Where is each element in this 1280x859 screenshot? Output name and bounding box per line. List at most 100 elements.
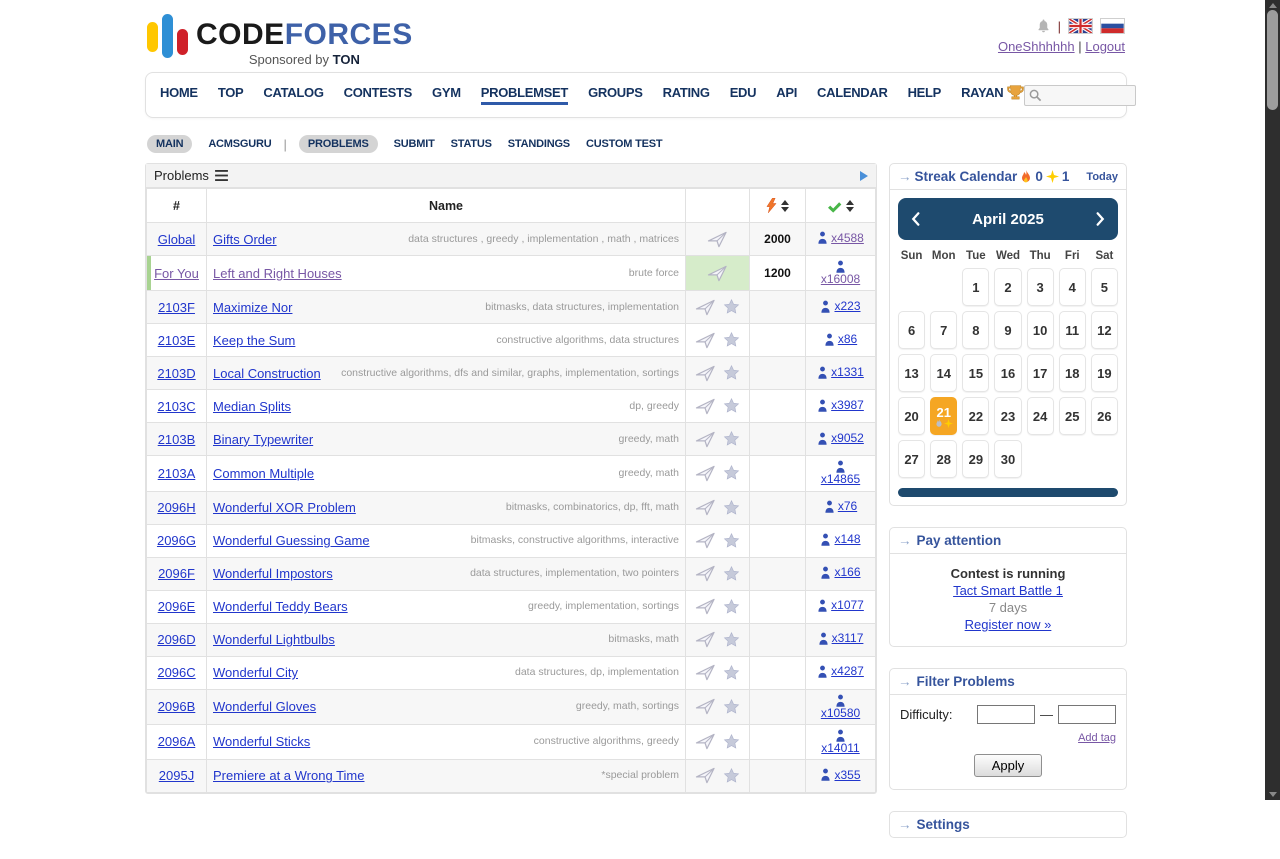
username-link[interactable]: OneShhhhhh <box>997 39 1075 54</box>
calendar-day-19[interactable]: 19 <box>1090 354 1118 392</box>
column-solved[interactable] <box>805 187 876 224</box>
star-icon[interactable] <box>723 767 740 784</box>
star-icon[interactable] <box>723 698 740 715</box>
column-id[interactable]: # <box>146 187 207 224</box>
nav-item-catalog[interactable]: CATALOG <box>263 85 324 100</box>
problem-id-link[interactable]: 2096H <box>157 500 196 516</box>
star-icon[interactable] <box>723 332 740 348</box>
nav-item-contests[interactable]: CONTESTS <box>343 85 413 100</box>
ru-flag-icon[interactable] <box>1100 18 1125 34</box>
calendar-day-10[interactable]: 10 <box>1026 311 1054 349</box>
register-link[interactable]: Register now » <box>964 617 1052 632</box>
solved-count-link[interactable]: x3987 <box>817 398 864 412</box>
subnav-item-custom-test[interactable]: CUSTOM TEST <box>585 138 663 150</box>
search-input[interactable] <box>1045 87 1132 103</box>
problem-name-link[interactable]: Wonderful City <box>213 665 299 681</box>
star-icon[interactable] <box>723 465 740 481</box>
problem-name-link[interactable]: Wonderful Guessing Game <box>213 533 370 549</box>
problem-id-link[interactable]: 2103A <box>157 465 196 481</box>
problem-name-link[interactable]: Wonderful Impostors <box>213 566 333 582</box>
problem-name-link[interactable]: Wonderful Teddy Bears <box>213 599 348 615</box>
calendar-day-8[interactable]: 8 <box>962 311 990 349</box>
browser-scrollbar[interactable] <box>1265 0 1280 800</box>
problem-id-link[interactable]: 2096F <box>158 566 195 582</box>
solved-count-link[interactable]: x86 <box>824 332 857 346</box>
solved-count-link[interactable]: x10580 <box>821 694 860 720</box>
solved-count-link[interactable]: x355 <box>820 768 861 782</box>
star-icon[interactable] <box>723 499 740 516</box>
problem-name-link[interactable]: Wonderful XOR Problem <box>213 500 356 516</box>
apply-button[interactable]: Apply <box>973 754 1043 777</box>
paper-plane-icon[interactable] <box>695 430 716 449</box>
subnav-item-standings[interactable]: STANDINGS <box>507 138 570 150</box>
prev-month-icon[interactable] <box>911 212 920 226</box>
nav-item-problemset[interactable]: PROBLEMSET <box>480 85 568 105</box>
problem-name-link[interactable]: Wonderful Gloves <box>213 699 317 715</box>
paper-plane-icon[interactable] <box>695 397 716 416</box>
problem-id-link[interactable]: For You <box>154 265 199 281</box>
paper-plane-icon[interactable] <box>695 732 716 751</box>
problem-id-link[interactable]: 2103C <box>157 398 196 414</box>
difficulty-max-input[interactable] <box>1058 705 1116 724</box>
star-icon[interactable] <box>723 631 740 648</box>
calendar-day-23[interactable]: 23 <box>994 397 1022 435</box>
subnav-item-main[interactable]: MAIN <box>147 135 193 153</box>
nav-item-groups[interactable]: GROUPS <box>588 85 643 100</box>
nav-item-edu[interactable]: EDU <box>729 85 757 100</box>
nav-item-home[interactable]: HOME <box>160 85 198 100</box>
scrollbar-thumb[interactable] <box>1267 10 1278 110</box>
calendar-day-28[interactable]: 28 <box>930 440 958 478</box>
calendar-day-15[interactable]: 15 <box>962 354 990 392</box>
paper-plane-icon[interactable] <box>695 464 716 483</box>
problem-name-link[interactable]: Wonderful Sticks <box>213 734 311 750</box>
star-icon[interactable] <box>723 532 740 549</box>
problem-id-link[interactable]: 2096B <box>157 699 196 715</box>
problem-id-link[interactable]: 2095J <box>158 768 195 784</box>
bell-icon[interactable] <box>1036 18 1051 34</box>
calendar-day-9[interactable]: 9 <box>994 311 1022 349</box>
sort-difficulty-icon[interactable] <box>781 199 789 212</box>
paper-plane-icon[interactable] <box>695 331 716 350</box>
nav-item-rayan[interactable]: RAYAN <box>961 84 1025 106</box>
problem-name-link[interactable]: Binary Typewriter <box>213 431 314 447</box>
star-icon[interactable] <box>723 664 740 681</box>
scroll-down-icon[interactable] <box>1269 792 1277 797</box>
subnav-item-submit[interactable]: SUBMIT <box>393 138 435 150</box>
problem-id-link[interactable]: 2096G <box>156 533 197 549</box>
star-icon[interactable] <box>723 733 740 750</box>
calendar-day-5[interactable]: 5 <box>1090 268 1118 306</box>
star-icon[interactable] <box>723 299 740 315</box>
problem-name-link[interactable]: Maximize Nor <box>213 299 293 315</box>
problem-name-link[interactable]: Median Splits <box>213 398 292 414</box>
calendar-day-30[interactable]: 30 <box>994 440 1022 478</box>
star-icon[interactable] <box>723 431 740 447</box>
calendar-day-20[interactable]: 20 <box>898 397 926 435</box>
paper-plane-icon[interactable] <box>695 597 716 616</box>
calendar-day-27[interactable]: 27 <box>898 440 926 478</box>
problem-name-link[interactable]: Gifts Order <box>213 231 277 247</box>
subnav-item-problems[interactable]: PROBLEMS <box>298 135 378 153</box>
problem-id-link[interactable]: Global <box>157 231 196 247</box>
solved-count-link[interactable]: x16008 <box>821 260 860 286</box>
nav-item-api[interactable]: API <box>776 85 798 100</box>
logout-link[interactable]: Logout <box>1085 39 1125 54</box>
codeforces-logo[interactable]: CODEFORCES Sponsored by TON <box>147 14 413 66</box>
nav-item-gym[interactable]: GYM <box>432 85 461 100</box>
contest-link[interactable]: Tact Smart Battle 1 <box>953 583 1063 598</box>
calendar-day-11[interactable]: 11 <box>1058 311 1086 349</box>
paper-plane-icon[interactable] <box>695 663 716 682</box>
paper-plane-icon[interactable] <box>707 264 728 283</box>
calendar-day-4[interactable]: 4 <box>1058 268 1086 306</box>
subnav-item-status[interactable]: STATUS <box>450 138 492 150</box>
calendar-day-1[interactable]: 1 <box>962 268 990 306</box>
calendar-day-13[interactable]: 13 <box>898 354 926 392</box>
problem-name-link[interactable]: Common Multiple <box>213 465 315 481</box>
nav-item-calendar[interactable]: CALENDAR <box>817 85 888 100</box>
solved-count-link[interactable]: x1077 <box>817 598 864 612</box>
problem-id-link[interactable]: 2103E <box>157 332 196 348</box>
uk-flag-icon[interactable] <box>1068 18 1093 34</box>
problem-name-link[interactable]: Wonderful Lightbulbs <box>213 632 335 648</box>
problem-name-link[interactable]: Keep the Sum <box>213 332 296 348</box>
solved-count-link[interactable]: x223 <box>820 299 861 313</box>
solved-count-link[interactable]: x3117 <box>818 631 863 645</box>
